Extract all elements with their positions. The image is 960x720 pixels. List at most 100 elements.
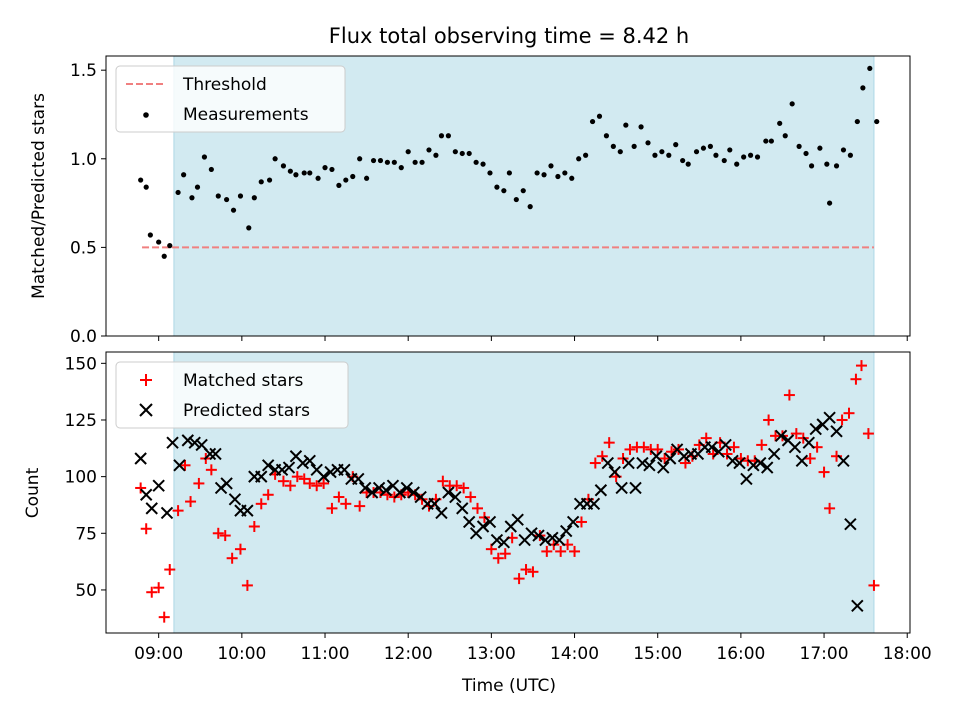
measurement-point — [741, 154, 747, 160]
predicted-star-point — [209, 447, 222, 461]
matched-star-point — [298, 473, 310, 485]
matched-star-point — [172, 505, 184, 517]
measurement-point — [473, 159, 479, 165]
matched-star-point — [575, 516, 587, 528]
predicted-star-point — [823, 411, 836, 424]
measurement-point — [506, 170, 512, 176]
matched-star-point — [862, 428, 874, 440]
measurement-point — [680, 157, 686, 164]
measurement-point — [840, 147, 847, 153]
matched-star-point — [721, 448, 733, 460]
measurement-point — [754, 154, 761, 160]
matched-star-point — [140, 523, 152, 535]
predicted-star-point — [657, 461, 670, 474]
predicted-star-point — [456, 502, 469, 515]
measurement-point — [673, 142, 679, 148]
measurement-point — [405, 149, 411, 155]
predicted-star-point — [726, 454, 739, 467]
measurement-point — [721, 157, 727, 164]
matched-star-point — [790, 428, 802, 440]
measurement-point — [796, 143, 802, 149]
measurement-point — [631, 143, 637, 149]
measurement-point — [336, 182, 342, 188]
predicted-star-point — [188, 436, 201, 449]
measurement-point — [501, 188, 507, 194]
predicted-star-point — [275, 463, 289, 477]
measurement-point — [596, 113, 603, 119]
predicted-star-point — [511, 513, 524, 526]
count-x-tick-label: 10:00 — [217, 644, 266, 664]
predicted-star-point — [152, 479, 165, 492]
measurement-point — [438, 133, 445, 139]
count-y-tick-label: 50 — [75, 581, 97, 601]
count-panel: 50 75 100 125 150 09:00 10:00 11:00 12:00 13:00 1… — [23, 351, 932, 696]
predicted-star-point — [677, 450, 691, 463]
predicted-star-point — [601, 456, 615, 470]
predicted-stars-points — [134, 411, 864, 613]
count-x-tick-label: 12:00 — [384, 644, 433, 664]
measurement-point — [789, 101, 795, 107]
matched-star-point — [241, 579, 253, 591]
predicted-star-point — [393, 486, 407, 499]
measurement-point — [230, 207, 237, 213]
measurement-point — [494, 184, 500, 190]
predicted-star-point — [497, 536, 511, 549]
measurement-point — [301, 170, 307, 176]
predicted-star-point — [407, 486, 420, 499]
matched-star-point — [836, 414, 848, 426]
measurement-point — [589, 118, 596, 125]
predicted-star-point — [566, 515, 580, 529]
predicted-star-point — [594, 484, 608, 497]
predicted-star-point — [650, 450, 663, 463]
measurement-point — [763, 138, 769, 144]
matched-star-point — [843, 407, 855, 419]
measurement-point — [874, 118, 880, 125]
measurement-point — [251, 195, 257, 201]
measurement-point — [175, 189, 181, 196]
matched-star-point — [226, 552, 238, 564]
matched-star-point — [284, 480, 296, 492]
measurement-point — [364, 175, 370, 181]
measurement-point — [143, 184, 149, 190]
matched-star-point — [234, 543, 246, 555]
measurement-point — [645, 140, 651, 146]
predicted-star-point — [615, 481, 628, 495]
measurement-point — [343, 177, 349, 183]
measurement-point — [487, 170, 493, 176]
ratio-y-tick-label: 1.5 — [70, 61, 97, 81]
matched-star-point — [818, 466, 830, 478]
measurement-point — [412, 159, 418, 165]
measurement-point — [138, 177, 144, 183]
predicted-star-point — [747, 459, 760, 472]
matched-star-point — [527, 566, 539, 578]
predicted-star-point — [255, 470, 268, 483]
measurement-point — [161, 253, 167, 259]
measurement-point — [548, 163, 554, 169]
matched-star-point — [326, 502, 338, 514]
measurement-point — [652, 152, 658, 158]
matched-star-point — [205, 464, 217, 476]
measurement-point — [370, 157, 377, 164]
predicted-star-point — [795, 454, 809, 467]
predicted-star-point — [546, 531, 559, 545]
count-x-ticks: 09:00 10:00 11:00 12:00 13:00 14:00 15:00 16:00… — [134, 633, 932, 664]
matched-star-point — [541, 545, 553, 557]
measurement-point — [803, 150, 809, 157]
predicted-star-point — [435, 506, 448, 520]
predicted-star-point — [462, 515, 476, 529]
measurement-point — [808, 163, 815, 169]
predicted-star-point — [449, 490, 462, 504]
measurement-point — [527, 204, 533, 210]
measurement-point — [860, 85, 866, 91]
matched-star-point — [513, 573, 525, 585]
predicted-star-point — [324, 465, 337, 479]
matched-star-point — [520, 564, 532, 576]
measurement-point — [398, 165, 404, 171]
predicted-star-point — [761, 461, 774, 474]
predicted-star-point — [851, 599, 864, 613]
measurement-point — [824, 161, 830, 167]
matched-star-point — [596, 450, 608, 462]
count-y-tick-label: 150 — [65, 354, 97, 374]
measurement-point — [541, 172, 547, 178]
predicted-star-point — [663, 452, 677, 465]
